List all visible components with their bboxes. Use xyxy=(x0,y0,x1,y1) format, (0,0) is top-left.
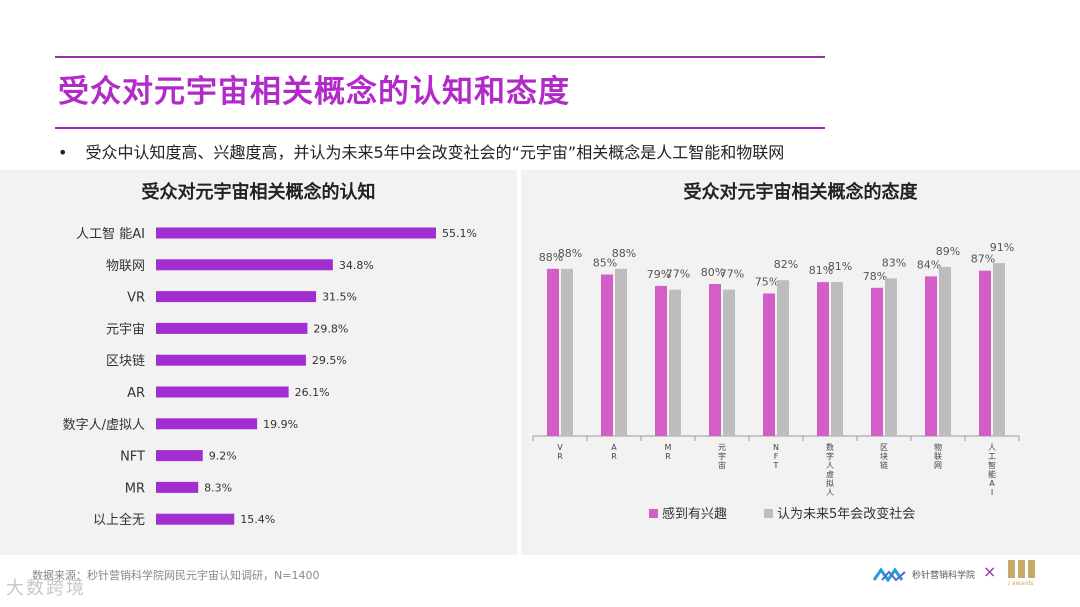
data-label: 75% xyxy=(755,276,779,289)
data-label: 80% xyxy=(701,266,725,279)
bar xyxy=(156,386,289,398)
category-label: 物联网 xyxy=(106,259,145,274)
category-label: 区块链 xyxy=(880,443,888,470)
category-label: 人工智能 A I xyxy=(988,443,996,497)
interest-bar xyxy=(871,287,883,436)
data-label: 82% xyxy=(774,258,798,271)
value-label: 29.5% xyxy=(312,354,347,367)
interest-bar xyxy=(709,284,721,436)
legend-label-change: 认为未来5年会改变社会 xyxy=(777,506,915,522)
attitude-chart: 88%88%V R85%88%A R79%77%M R80%77%元宇宙75%82%N… xyxy=(532,241,1020,522)
bar xyxy=(156,418,258,430)
change-bar xyxy=(615,268,627,436)
data-label: 77% xyxy=(666,268,690,281)
change-bar xyxy=(777,280,789,436)
change-bar xyxy=(831,282,843,436)
data-label: 89% xyxy=(936,245,960,258)
value-label: 55.1% xyxy=(442,227,477,240)
data-label: 77% xyxy=(720,268,744,281)
value-label: 19.9% xyxy=(263,418,298,431)
interest-bar xyxy=(817,282,829,436)
miaozhen-logo-icon xyxy=(872,567,906,582)
value-label: 8.3% xyxy=(204,481,232,494)
eci-awards-logo: / awards xyxy=(1008,560,1040,596)
logo-text: 秒针营销科学院 xyxy=(912,570,976,581)
value-label: 9.2% xyxy=(209,450,237,463)
awareness-chart-title: 受众对元宇宙相关概念的认知 xyxy=(141,182,376,203)
awareness-panel: 受众对元宇宙相关概念的认知 人工智 能AI 55.1% 物联网 34.8% VR 31.5… xyxy=(0,170,517,555)
interest-bar xyxy=(547,268,559,436)
value-label: 26.1% xyxy=(295,386,330,399)
bar xyxy=(156,513,235,525)
legend-label-interest: 感到有兴趣 xyxy=(662,506,727,522)
partnership-separator: × xyxy=(983,562,997,581)
change-bar xyxy=(669,289,681,436)
category-label: 物联网 xyxy=(934,442,942,470)
data-label: 88% xyxy=(539,251,563,264)
attitude-panel: 受众对元宇宙相关概念的态度 88% 88% V R 85% 88% A R 79% 77% M R 80… xyxy=(521,170,1080,555)
category-label: NFT xyxy=(120,450,145,465)
category-label: 元宇宙 xyxy=(106,322,145,337)
interest-bar xyxy=(763,293,775,436)
value-label: 29.8% xyxy=(313,322,348,335)
interest-bar xyxy=(925,276,937,436)
header-bottom-rule xyxy=(55,127,825,129)
bar xyxy=(156,227,436,239)
bar xyxy=(156,291,317,303)
change-bar xyxy=(885,278,897,436)
interest-bar xyxy=(655,285,667,436)
data-label: 81% xyxy=(809,264,833,277)
bar xyxy=(156,259,333,271)
data-label: 87% xyxy=(971,253,995,266)
bar xyxy=(156,450,203,462)
legend-swatch-change xyxy=(764,509,773,518)
header-top-rule xyxy=(55,56,825,58)
bar xyxy=(156,481,199,493)
page-title: 受众对元宇宙相关概念的认知和态度 xyxy=(58,74,570,110)
summary-bullet: • 受众中认知度高、兴趣度高，并认为未来5年中会改变社会的“元宇宙”相关概念是人工… xyxy=(58,139,784,163)
category-label: 数字人/虚拟人 xyxy=(63,418,145,433)
data-label: 88% xyxy=(558,247,582,260)
summary-text: 受众中认知度高、兴趣度高，并认为未来5年中会改变社会的“元宇宙”相关概念是人工智… xyxy=(85,143,785,162)
category-label: AR xyxy=(127,386,145,401)
category-label: MR xyxy=(125,481,145,496)
data-label: 85% xyxy=(593,257,617,270)
watermark: 大数跨境 xyxy=(6,578,86,599)
bar xyxy=(156,322,308,334)
awareness-chart: 人工智 能AI 55.1% 物联网 34.8% VR 31.5% 元宇宙 29.8% 区块链 29… xyxy=(63,227,477,528)
data-label: 79% xyxy=(647,268,671,281)
attitude-chart-title: 受众对元宇宙相关概念的态度 xyxy=(683,182,918,203)
category-label: 以上全无 xyxy=(93,512,145,528)
value-label: 15.4% xyxy=(240,513,275,526)
value-label: 31.5% xyxy=(322,291,357,304)
category-label: VR xyxy=(127,291,145,306)
data-label: 78% xyxy=(863,270,887,283)
miaozhen-logo: 秒针营销科学院 xyxy=(872,564,975,584)
interest-bar xyxy=(601,274,613,436)
bar xyxy=(156,354,306,366)
data-label: 81% xyxy=(828,260,852,273)
category-label: 区块链 xyxy=(106,354,145,369)
data-label: 84% xyxy=(917,258,941,271)
change-bar xyxy=(939,266,951,436)
data-label: 88% xyxy=(612,247,636,260)
change-bar xyxy=(993,263,1005,436)
data-label: 91% xyxy=(990,241,1014,254)
legend-swatch-interest xyxy=(649,509,658,518)
change-bar xyxy=(723,289,735,436)
change-bar xyxy=(561,268,573,436)
data-source: 数据来源：秒针营销科学院网民元宇宙认知调研，N=1400 xyxy=(32,569,320,582)
category-label: 数字人虚拟人 xyxy=(826,442,834,497)
eci-awards-label: / awards xyxy=(1008,580,1034,587)
bullet-marker: • xyxy=(58,143,68,162)
category-label: 元宇宙 xyxy=(718,443,726,470)
category-label: 人工智 能AI xyxy=(76,227,145,242)
interest-bar xyxy=(979,270,991,436)
value-label: 34.8% xyxy=(339,259,374,272)
data-label: 83% xyxy=(882,256,906,269)
